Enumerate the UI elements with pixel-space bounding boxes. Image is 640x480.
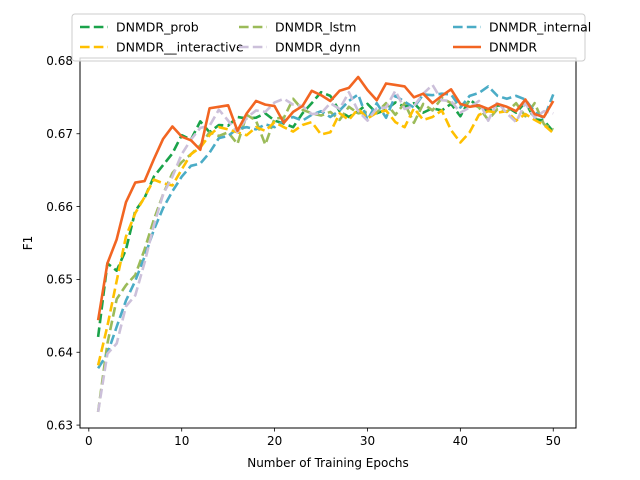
x-tick-label: 0 [85,434,93,448]
legend-label: DNMDR_prob [116,20,199,35]
legend-label: DNMDR__interactive [116,40,244,55]
y-tick-label: 0.64 [46,346,73,360]
x-tick-label: 10 [174,434,189,448]
x-axis-ticks: 0 10 20 30 40 50 [85,428,561,448]
series-line-4 [96,106,555,366]
x-axis-label: Number of Training Epochs [247,456,409,470]
y-tick-label: 0.68 [46,54,73,68]
plot-lines [96,75,555,413]
series-line-5 [96,83,554,413]
y-tick-label: 0.63 [46,418,73,432]
series-line-3 [97,85,555,369]
legend-label: DNMDR_internal [489,20,591,35]
y-tick-label: 0.65 [46,273,73,287]
series-line-6 [96,75,555,321]
legend: DNMDR_prob DNMDR_lstm DNMDR_internal DNMDR_… [71,13,591,62]
x-tick-label: 20 [267,434,282,448]
legend-label: DNMDR [489,40,537,55]
y-tick-label: 0.67 [46,127,73,141]
y-axis-ticks: 0.63 0.64 0.65 0.66 0.67 0.68 [46,54,80,432]
x-tick-label: 30 [360,434,375,448]
legend-label: DNMDR_lstm [275,20,356,35]
x-tick-label: 50 [546,434,561,448]
x-tick-label: 40 [453,434,468,448]
y-axis-label: F1 [21,236,35,251]
legend-label: DNMDR_dynn [275,40,361,55]
y-tick-label: 0.66 [46,200,73,214]
